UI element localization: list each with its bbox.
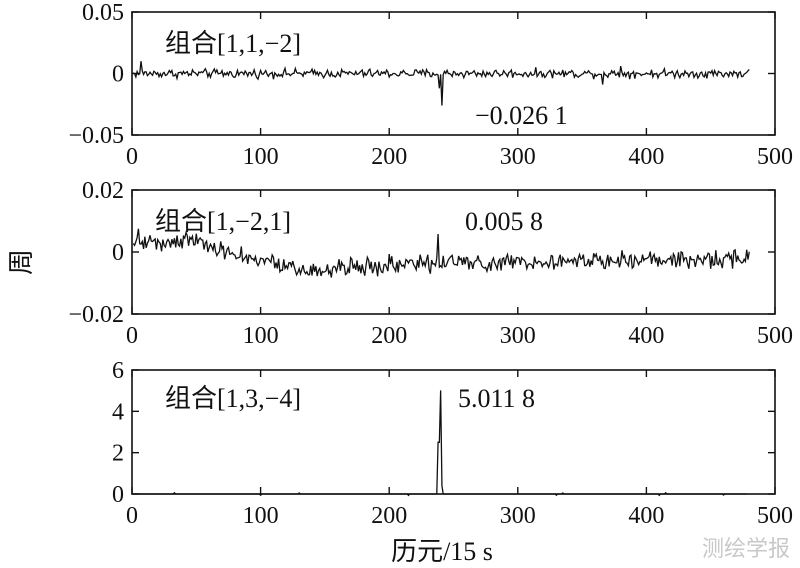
x-tick-label: 400 [628, 144, 664, 170]
x-tick-label: 500 [757, 323, 793, 349]
series-line [132, 228, 750, 278]
chart-panels: 0 100 200 300 400 5000.050−0.05组合[1,1,−2]−0.0… [68, 0, 793, 529]
peak-value-label: 0.005 8 [465, 207, 543, 236]
y-tick-label: 6 [112, 358, 124, 384]
x-tick-label: 0 [126, 323, 138, 349]
chart-panel-1: 0 100 200 300 400 5000.050−0.05组合[1,1,−2]−0.0… [68, 0, 793, 170]
x-tick-label: 100 [243, 144, 279, 170]
x-tick-label: 0 [126, 503, 138, 529]
combination-label: 组合[1,−2,1] [155, 207, 291, 236]
y-tick-label: −0.02 [68, 302, 124, 328]
y-tick-label: −0.05 [68, 123, 124, 149]
x-tick-label: 400 [628, 503, 664, 529]
x-tick-label: 500 [757, 144, 793, 170]
x-tick-label: 200 [371, 503, 407, 529]
y-axis-title: 周 [7, 249, 36, 275]
combination-label: 组合[1,1,−2] [165, 29, 301, 58]
x-tick-label: 300 [500, 144, 536, 170]
journal-watermark: 测绘学报 [702, 537, 790, 562]
y-tick-label: 0 [112, 62, 124, 88]
y-tick-label: 2 [112, 441, 124, 467]
x-tick-label: 200 [371, 144, 407, 170]
x-tick-label: 100 [243, 503, 279, 529]
combination-label: 组合[1,3,−4] [165, 384, 301, 413]
x-tick-label: 100 [243, 323, 279, 349]
x-tick-label: 0 [126, 144, 138, 170]
x-tick-label: 300 [500, 503, 536, 529]
series-line [133, 390, 747, 497]
x-tick-label: 400 [628, 323, 664, 349]
chart-panel-3: 0 100 200 300 400 500 6 4 2 0 组合[1,3,−4] 5.011 8 [112, 358, 793, 529]
x-axis-title: 历元/15 s [391, 537, 493, 566]
y-tick-label: 0.02 [82, 178, 124, 204]
peak-value-label: 5.011 8 [458, 384, 535, 413]
series-line [132, 61, 750, 106]
y-tick-label: 0.05 [82, 0, 124, 26]
x-tick-label: 200 [371, 323, 407, 349]
x-tick-label: 500 [757, 503, 793, 529]
y-tick-label: 4 [112, 399, 124, 425]
y-tick-label: 0 [112, 240, 124, 266]
peak-value-label: −0.026 1 [475, 101, 568, 130]
y-tick-label: 0 [112, 482, 124, 508]
x-tick-label: 300 [500, 323, 536, 349]
